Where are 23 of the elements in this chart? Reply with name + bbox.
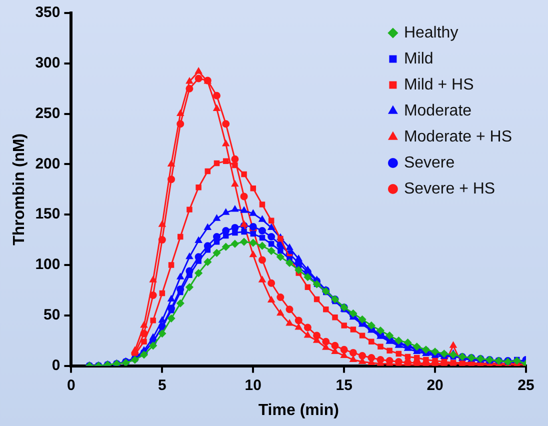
legend-label: Severe [404,154,455,172]
y-tick-label: 350 [35,4,60,22]
x-axis-title: Time (min) [258,402,339,419]
legend-label: Mild + HS [404,76,474,94]
x-tick-label: 25 [518,376,534,394]
legend-label: Moderate + HS [404,128,512,146]
y-tick-label: 200 [35,155,60,172]
y-tick-label: 300 [35,54,60,72]
x-tick-label: 20 [426,376,444,394]
legend-label: Mild [404,50,434,68]
legend-label: Healthy [404,24,458,42]
y-tick-label: 50 [44,306,60,324]
y-tick-label: 250 [35,104,60,122]
y-tick-label: 0 [52,356,60,374]
y-axis-title: Thrombin (nM) [11,133,28,246]
y-tick-label: 100 [35,256,60,274]
x-tick-label: 0 [67,376,76,394]
x-tick-label: 5 [158,376,166,394]
x-tick-label: 10 [244,376,262,394]
legend-label: Severe + HS [404,180,496,198]
legend-label: Moderate [404,102,472,120]
x-tick-label: 15 [336,376,352,394]
y-tick-label: 150 [35,206,60,223]
